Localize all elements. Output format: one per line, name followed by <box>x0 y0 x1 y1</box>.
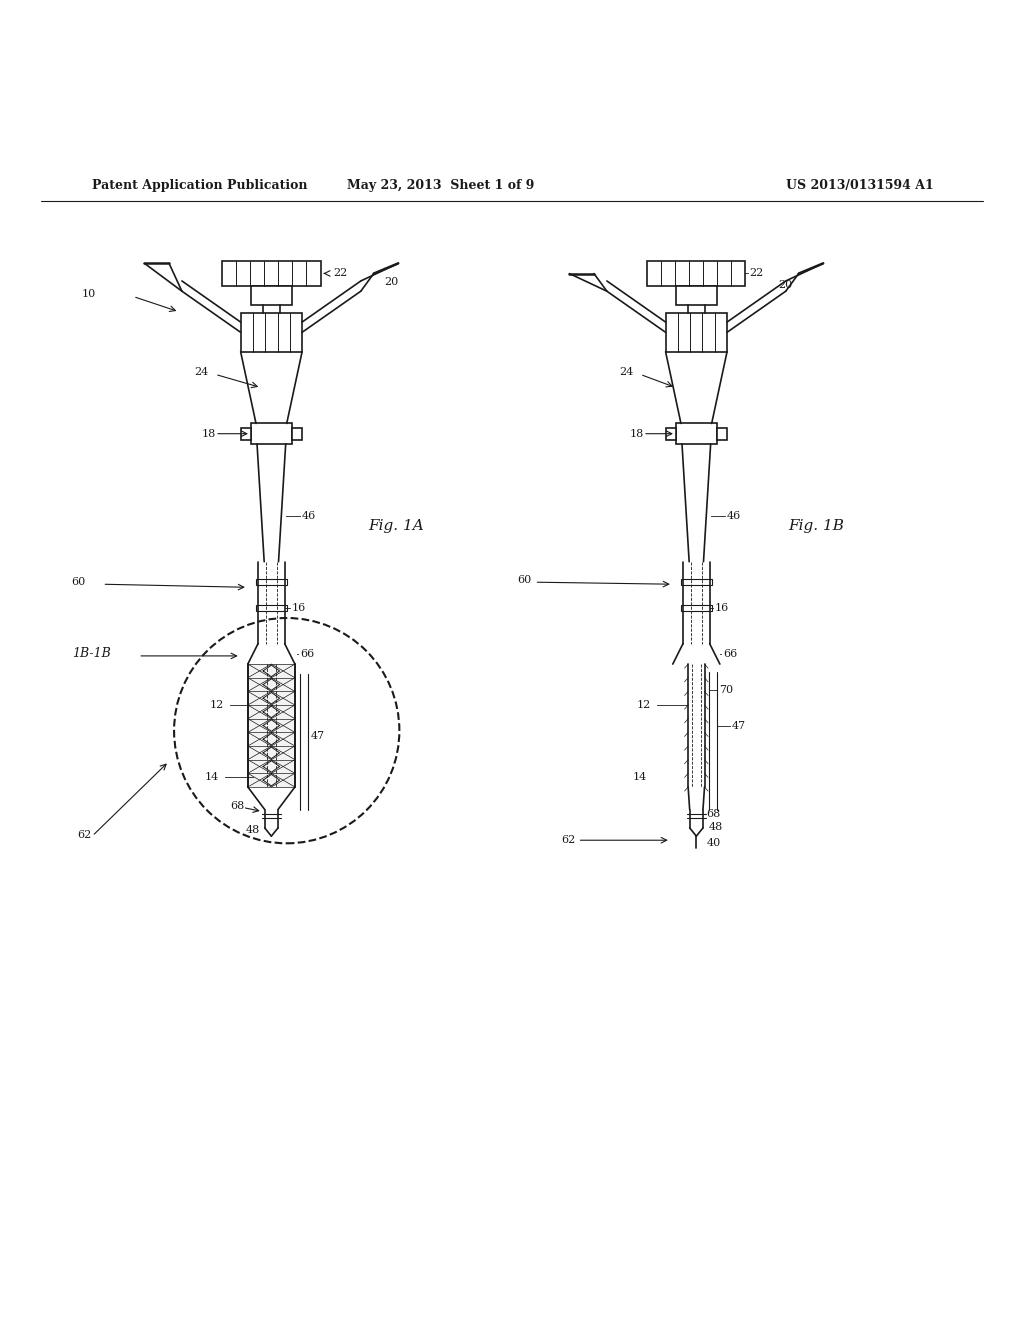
Text: 60: 60 <box>517 576 531 585</box>
Text: 62: 62 <box>77 830 91 840</box>
Bar <box>666 313 727 351</box>
Text: 46: 46 <box>302 511 316 520</box>
Bar <box>256 605 287 611</box>
Text: 40: 40 <box>707 838 721 849</box>
Text: 24: 24 <box>195 367 209 378</box>
Text: Patent Application Publication: Patent Application Publication <box>92 180 307 193</box>
Text: 24: 24 <box>620 367 634 378</box>
Text: May 23, 2013  Sheet 1 of 9: May 23, 2013 Sheet 1 of 9 <box>347 180 534 193</box>
Bar <box>241 428 251 440</box>
Text: 22: 22 <box>333 268 347 279</box>
Bar <box>241 313 302 351</box>
Text: 22: 22 <box>750 268 764 279</box>
Text: 12: 12 <box>210 700 224 710</box>
Text: 48: 48 <box>709 822 723 832</box>
Text: 1B-1B: 1B-1B <box>72 647 111 660</box>
Bar <box>666 428 676 440</box>
Text: 62: 62 <box>561 836 575 845</box>
Bar <box>256 579 287 585</box>
Text: Fig. 1A: Fig. 1A <box>369 519 424 533</box>
Text: 48: 48 <box>246 825 260 836</box>
Text: 18: 18 <box>202 429 216 438</box>
Text: 66: 66 <box>300 649 314 659</box>
Text: 12: 12 <box>637 700 651 710</box>
Text: 47: 47 <box>310 731 325 741</box>
Text: Fig. 1B: Fig. 1B <box>788 519 845 533</box>
Text: 70: 70 <box>719 685 733 694</box>
Text: 14: 14 <box>205 772 219 781</box>
Text: 47: 47 <box>732 721 746 730</box>
Text: 60: 60 <box>72 577 86 587</box>
Text: 16: 16 <box>292 603 306 612</box>
Bar <box>292 428 302 440</box>
Bar <box>222 260 321 286</box>
Bar <box>647 260 745 286</box>
Bar <box>717 428 727 440</box>
Text: 20: 20 <box>778 280 793 289</box>
Text: 66: 66 <box>723 649 737 659</box>
Bar <box>251 286 292 305</box>
Text: 46: 46 <box>727 511 741 520</box>
Text: US 2013/0131594 A1: US 2013/0131594 A1 <box>786 180 934 193</box>
Bar <box>251 424 292 444</box>
Text: 10: 10 <box>82 289 96 300</box>
Text: 16: 16 <box>715 603 729 612</box>
Text: 18: 18 <box>630 429 644 438</box>
Bar <box>676 424 717 444</box>
Text: 20: 20 <box>384 277 398 286</box>
Text: 68: 68 <box>230 801 245 812</box>
Polygon shape <box>248 664 295 787</box>
Bar <box>681 579 712 585</box>
Bar <box>676 286 717 305</box>
Text: 68: 68 <box>707 809 721 818</box>
Bar <box>681 605 712 611</box>
Text: 14: 14 <box>633 772 647 781</box>
